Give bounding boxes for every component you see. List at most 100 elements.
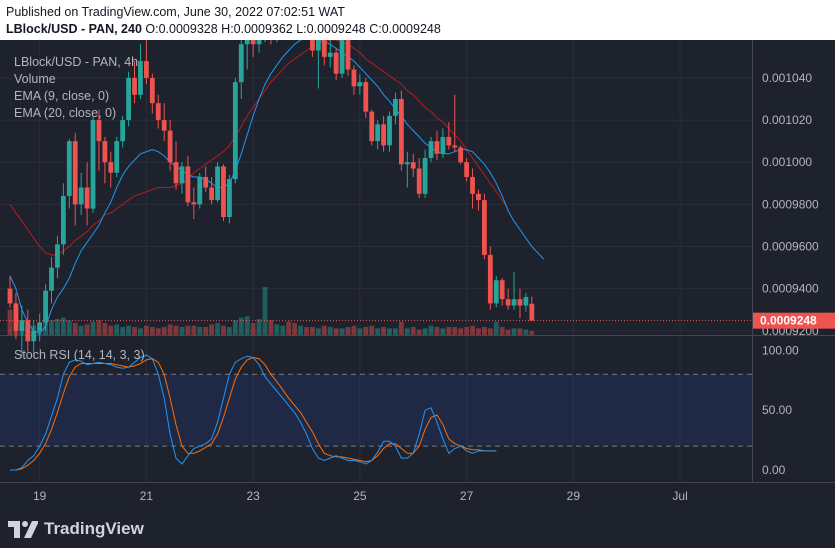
volume-bar: [315, 328, 321, 335]
volume-bar: [286, 321, 292, 335]
symbol-ohlc-line: LBlock/USD - PAN, 240 O:0.0009328 H:0.00…: [6, 22, 441, 36]
candle-body: [416, 168, 422, 194]
candle-body: [96, 120, 102, 142]
candle-body: [476, 193, 481, 201]
candle-body: [493, 280, 499, 304]
candle-body: [393, 99, 398, 116]
stoch-k-line: [10, 354, 497, 471]
volume-bar: [60, 317, 66, 335]
volume-bar: [227, 327, 232, 335]
volume-bar: [221, 325, 226, 335]
volume-bar: [66, 320, 72, 335]
volume-bar: [149, 327, 155, 335]
chart-canvas[interactable]: 0.001040 0.001020 0.001000 0.0009800 0.00096…: [0, 40, 835, 510]
candle-body: [511, 299, 517, 306]
candle-body: [357, 82, 363, 87]
candle-body: [197, 176, 203, 205]
candle-body: [132, 77, 137, 95]
candle-body: [351, 69, 357, 87]
tradingview-logo-icon: [8, 520, 38, 538]
candle-body: [250, 40, 256, 45]
volume-bar: [161, 327, 167, 335]
candle-body: [221, 166, 226, 217]
candle-body: [440, 136, 446, 154]
candle-body: [161, 120, 167, 131]
candle-body: [227, 179, 232, 217]
candle-body: [78, 187, 84, 205]
candle-body: [452, 145, 458, 148]
time-tick-label: 21: [140, 489, 154, 503]
candle-body: [90, 120, 96, 209]
ohlc-values: O:0.0009328 H:0.0009362 L:0.0009248 C:0.…: [145, 22, 441, 36]
candle-body: [256, 40, 262, 45]
volume-bar: [458, 328, 464, 335]
candle-body: [244, 40, 250, 45]
volume-bar: [72, 323, 78, 335]
candle-body: [7, 288, 13, 304]
volume-bar: [452, 327, 458, 335]
volume-bar: [7, 309, 13, 335]
candle-body: [179, 166, 185, 184]
volume-bar: [232, 320, 238, 335]
candle-body: [43, 290, 48, 323]
price-tick-label: 0.0009400: [762, 282, 819, 296]
candle-body: [25, 320, 31, 342]
stoch-tick-label: 100.00: [762, 343, 799, 357]
volume-bar: [185, 325, 191, 335]
candle-body: [49, 267, 54, 291]
volume-bar: [209, 324, 215, 335]
candle-body: [203, 176, 209, 188]
candle-body: [333, 52, 339, 74]
volume-bar: [333, 328, 339, 335]
candle-body: [339, 40, 345, 74]
stoch-band-fill: [0, 374, 752, 447]
volume-bar: [197, 327, 203, 335]
candle-body: [482, 200, 487, 255]
volume-bar: [84, 324, 90, 335]
candle-body: [315, 40, 321, 51]
volume-bar: [511, 328, 517, 335]
publish-header: Published on TradingView.com, June 30, 2…: [0, 0, 835, 40]
candle-body: [470, 176, 475, 194]
published-info: Published on TradingView.com, June 30, 2…: [6, 5, 345, 19]
volume-bar: [55, 319, 60, 335]
candle-body: [143, 61, 149, 78]
volume-bar: [274, 324, 280, 335]
last-price-label: 0.0009248: [760, 314, 817, 328]
candle-body: [84, 187, 90, 209]
volume-bar: [345, 327, 351, 335]
volume-bar: [191, 325, 197, 335]
legend-volume: Volume: [14, 72, 56, 86]
legend-ema20: EMA (20, close, 0): [14, 106, 117, 120]
candle-body: [155, 103, 161, 121]
legend-stoch-rsi: Stoch RSI (14, 14, 3, 3): [14, 348, 145, 362]
volume-bar: [114, 324, 120, 335]
volume-bar: [422, 328, 428, 335]
volume-bar: [357, 328, 363, 335]
candle-body: [102, 141, 108, 163]
volume-bar: [244, 316, 250, 335]
candle-body: [185, 166, 191, 203]
tradingview-logo: TradingView: [8, 519, 144, 539]
candle-body: [458, 147, 464, 163]
candle-body: [149, 77, 155, 104]
candle-body: [321, 40, 327, 57]
candle-body: [37, 322, 43, 331]
volume-bar: [292, 323, 298, 335]
volume-bar: [369, 325, 375, 335]
volume-bar: [280, 325, 286, 335]
candle-body: [60, 195, 66, 245]
candle-body: [19, 320, 25, 331]
candle-body: [232, 82, 238, 180]
volume-bar: [304, 327, 309, 335]
time-tick-label: 29: [567, 489, 581, 503]
price-tick-label: 0.001020: [762, 113, 812, 127]
volume-bar: [487, 328, 493, 335]
volume-bar: [493, 321, 499, 335]
price-tick-label: 0.001000: [762, 155, 812, 169]
candle-body: [209, 187, 215, 201]
candle-body: [375, 124, 381, 142]
candle-body: [327, 52, 333, 57]
volume-bar: [102, 323, 108, 335]
volume-bar: [351, 325, 357, 335]
